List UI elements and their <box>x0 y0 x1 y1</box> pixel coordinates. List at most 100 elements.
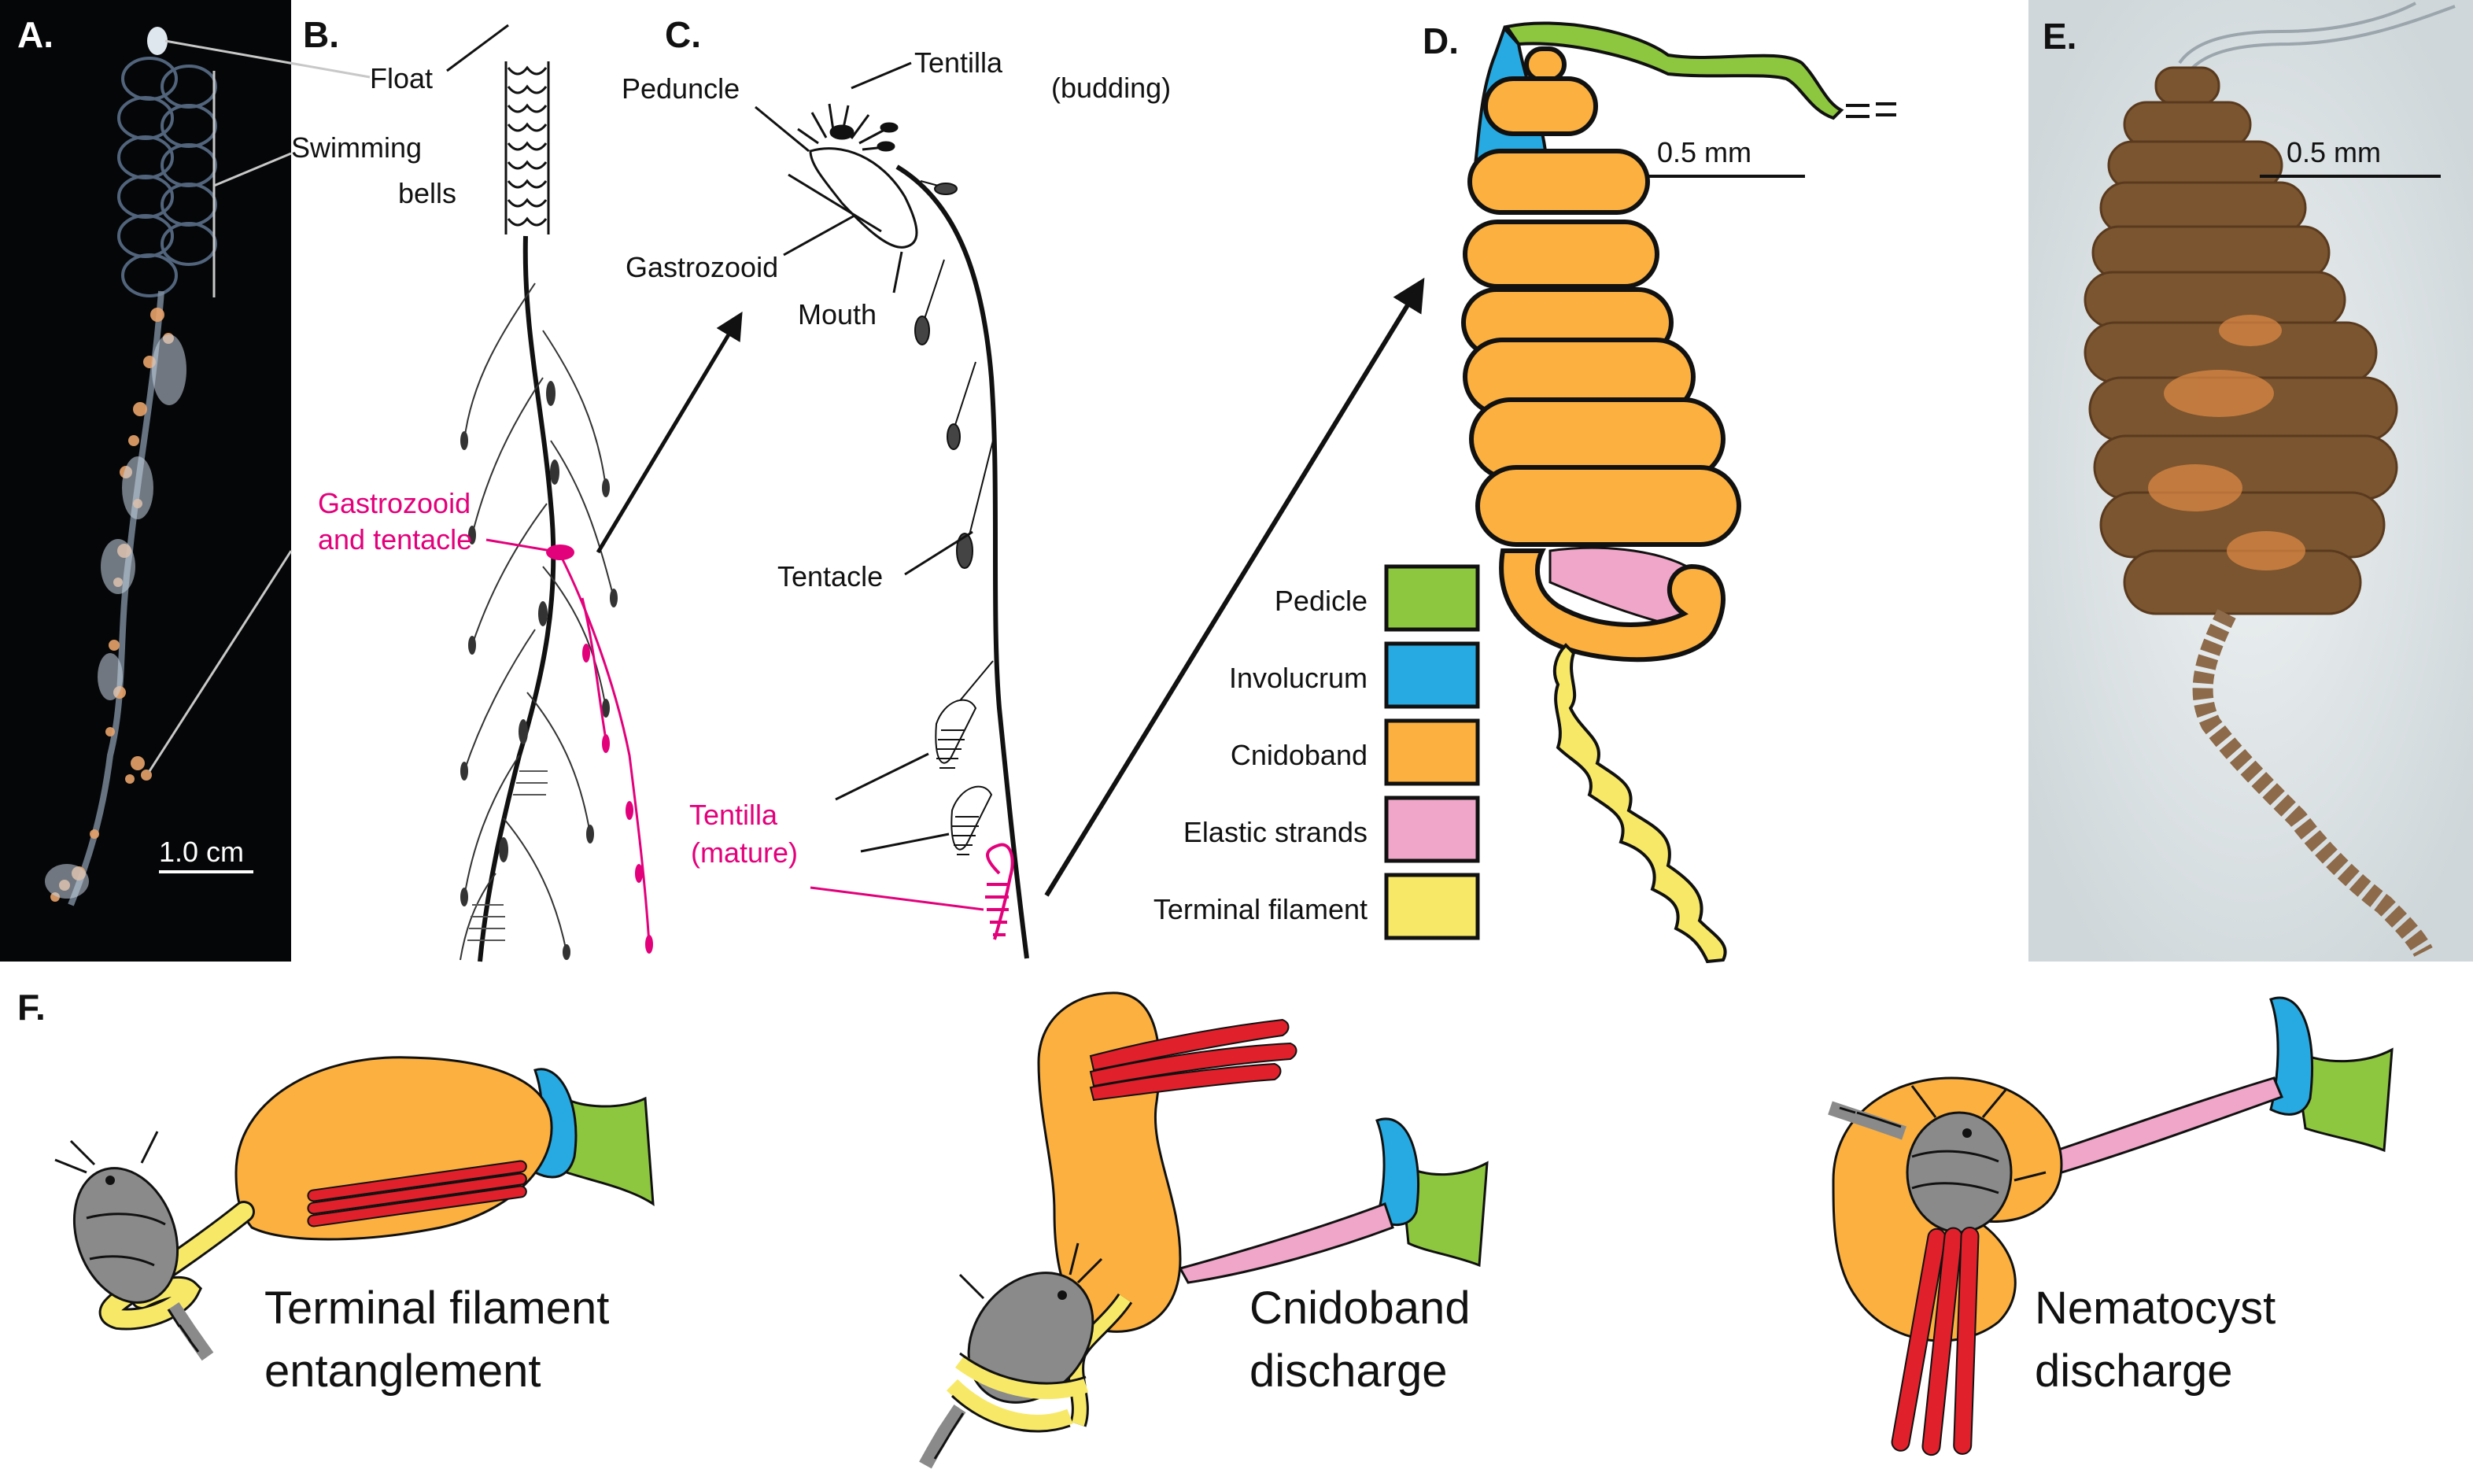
leader-tentilla-budding <box>851 61 912 90</box>
panel-c: C. Peduncle Tentilla (budding) Gastrozoo… <box>622 14 1171 959</box>
stage1-prey-tail-outline <box>167 1309 200 1353</box>
pedicle-photo <box>2178 2 2456 77</box>
stage3-pedicle <box>2293 1047 2394 1153</box>
stage-cnidoband: Cnidoband discharge <box>919 991 1489 1469</box>
leader-float <box>164 39 371 79</box>
stage3-prey-segments <box>1911 1150 1999 1194</box>
legend-label-terminal-filament: Terminal filament <box>1153 893 1368 925</box>
stem-drawing <box>478 235 556 962</box>
panel-b-letter: B. <box>303 14 339 55</box>
stage2-prey-eye <box>1057 1290 1067 1300</box>
stage3-caption-line2: discharge <box>2035 1346 2232 1397</box>
legend-item-cnidoband: Cnidoband <box>1231 718 1480 786</box>
gastrozooid-body <box>809 147 918 249</box>
stage-terminal-filament: Terminal filament entanglement <box>54 1056 655 1397</box>
tentilla-drawing <box>460 381 618 960</box>
leader-tentilla-mature-1 <box>835 752 929 801</box>
stage3-prey-eye <box>1962 1128 1972 1138</box>
stage2-prey-tail <box>919 1405 966 1469</box>
stage2-prey-wraps-outline <box>950 1352 1087 1433</box>
budding-tentilla <box>797 103 899 152</box>
stage1-caption-line2: entanglement <box>264 1346 541 1397</box>
stage2-prey-tail-outline <box>933 1412 965 1460</box>
panel-c-letter: C. <box>665 14 701 55</box>
panel-a-letter: A. <box>17 14 54 55</box>
label-tentilla-mature-1: Tentilla <box>689 799 778 831</box>
label-tentilla-budding-2: (budding) <box>1051 72 1171 104</box>
leader-gastrozooid <box>148 550 293 772</box>
label-peduncle: Peduncle <box>622 72 740 105</box>
legend-item-involucrum: Involucrum <box>1229 641 1480 709</box>
highlighted-tentacle-2 <box>581 597 607 740</box>
stage2-caption-line1: Cnidoband <box>1249 1283 1471 1334</box>
label-gastrozooid-tentacle-1: Gastrozooid <box>318 487 471 519</box>
leader-gastrozooid-c <box>783 214 855 257</box>
label-gastrozooid: Gastrozooid <box>626 251 778 283</box>
leader-swimming-bells-2 <box>213 152 292 187</box>
pedicle-shape <box>1504 21 1844 120</box>
stage3-involucrum <box>2269 996 2313 1116</box>
leader-tentacle <box>904 530 973 576</box>
leader-tentilla-mature-2 <box>860 832 950 853</box>
panel-a: A. 1.0 cm <box>0 0 291 962</box>
leader-tentilla-mature-3 <box>810 886 984 911</box>
legend-swatch-cnidoband <box>1384 718 1480 786</box>
leader-mouth <box>892 251 903 293</box>
panel-f-letter: F. <box>17 987 46 1028</box>
tentilla-c <box>914 180 994 740</box>
scale-label-d: 0.5 mm <box>1657 136 1751 168</box>
stage3-elastic <box>2036 1076 2283 1179</box>
swimming-bells-photo <box>117 57 217 297</box>
stage2-involucrum <box>1375 1117 1419 1227</box>
legend-item-elastic-strands: Elastic strands <box>1183 796 1480 863</box>
legend-swatch-involucrum <box>1384 641 1480 709</box>
panel-d: D. 0.5 mm Pedicle <box>1153 20 1896 964</box>
scale-label-e: 0.5 mm <box>2287 136 2381 168</box>
arrow-b-to-c <box>596 311 743 554</box>
label-gastrozooid-tentacle-2: and tentacle <box>318 523 472 556</box>
label-mouth: Mouth <box>798 298 877 330</box>
stage3-prey-tail <box>1828 1101 1906 1140</box>
stage3-prey-antennae <box>1910 1085 2047 1182</box>
orange-pigment-photo <box>2148 315 2305 570</box>
stage3-prey-body <box>1906 1111 2013 1234</box>
translucent-zooids-photo <box>45 334 186 899</box>
legend-label-pedicle: Pedicle <box>1275 585 1368 617</box>
legend-label-cnidoband: Cnidoband <box>1231 739 1368 771</box>
stage1-caption-line1: Terminal filament <box>264 1283 609 1334</box>
stage1-prey-antennae <box>54 1131 159 1174</box>
highlighted-tentacle <box>559 554 651 945</box>
legend-swatch-elastic-strands <box>1384 796 1480 863</box>
stage2-prey <box>919 1242 1103 1469</box>
stage3-caption-line1: Nematocyst <box>2035 1283 2276 1334</box>
stage1-prey <box>54 1131 214 1361</box>
stage1-prey-eye <box>105 1176 115 1185</box>
leader-peduncle <box>755 105 810 153</box>
stem-photo <box>68 290 164 906</box>
stage-nematocyst: Nematocyst discharge <box>1828 996 2394 1456</box>
scale-label-a: 1.0 cm <box>159 836 244 868</box>
float-structure <box>147 27 168 55</box>
legend-swatch-pedicle <box>1384 564 1480 632</box>
panel-e-letter: E. <box>2043 16 2076 57</box>
label-tentacle: Tentacle <box>777 560 883 592</box>
leader-gastrozooid-tentacle <box>485 538 561 554</box>
legend-item-terminal-filament: Terminal filament <box>1153 873 1480 940</box>
stage2-elastic <box>1178 1202 1394 1284</box>
legend-swatch-terminal-filament <box>1384 873 1480 940</box>
stage1-terminal-filament-fill <box>101 1203 253 1328</box>
nectophore-column <box>504 61 550 234</box>
terminal-filament-photo <box>2192 609 2433 958</box>
terminal-filament-shape <box>1552 643 1727 964</box>
stage2-prey-antennae <box>958 1242 1103 1300</box>
stage2-caption-line2: discharge <box>1249 1346 1447 1397</box>
leader-gastrozooid-c-2 <box>788 173 882 233</box>
label-float: Float <box>370 62 433 94</box>
leader-float-b <box>446 24 509 72</box>
stage1-prey-tail <box>167 1302 214 1361</box>
legend-label-elastic-strands: Elastic strands <box>1183 816 1368 848</box>
label-tentilla-mature-2: (mature) <box>691 836 798 869</box>
zooid-tentacles-drawing <box>460 282 615 961</box>
panel-b: B. Float Swimming bells <box>291 14 653 962</box>
